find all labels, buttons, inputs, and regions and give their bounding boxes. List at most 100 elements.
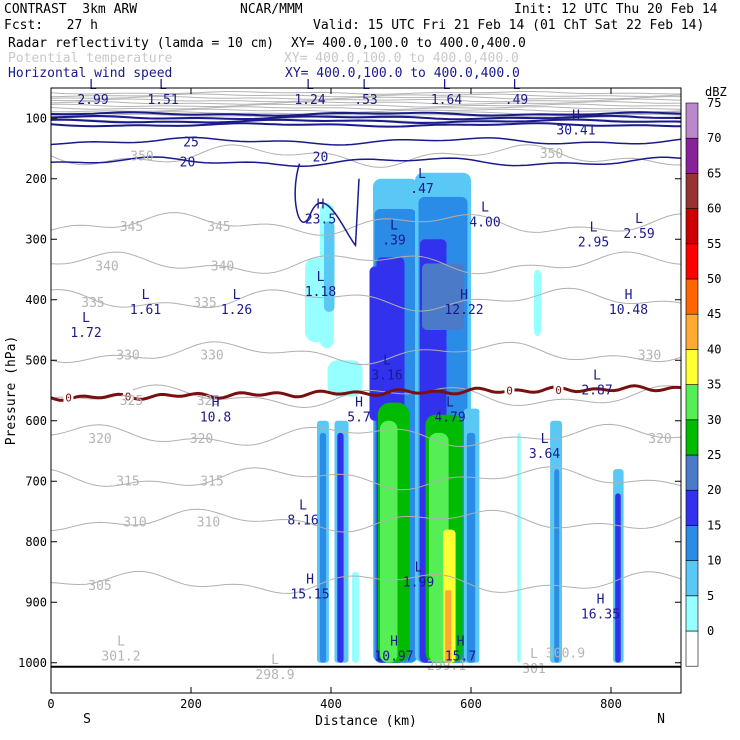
extremum-value: 10.48 xyxy=(609,303,648,318)
colorbar-swatch xyxy=(685,102,699,139)
theta-contour-line xyxy=(51,144,681,168)
plot-frame xyxy=(50,87,682,694)
theta-label: 340 xyxy=(95,259,118,274)
theta-contour-line xyxy=(51,423,681,447)
theta-contour-line xyxy=(51,96,681,100)
colorbar-label: 20 xyxy=(707,483,721,497)
theta-label: 320 xyxy=(190,432,213,447)
colorbar-swatch xyxy=(685,525,699,561)
colorbar-swatch xyxy=(685,560,699,597)
extremum-marker: H xyxy=(390,635,398,650)
reflectivity-cell xyxy=(534,269,541,337)
extremum-value: 298.9 xyxy=(255,668,294,683)
y-tick-label: 800 xyxy=(25,535,47,549)
zero-label-bg xyxy=(504,383,515,396)
x-end-label-south: S xyxy=(83,712,91,727)
y-tick-label: 300 xyxy=(25,232,47,246)
extremum-marker: L xyxy=(593,368,601,383)
theta-contour-line xyxy=(51,108,681,113)
extremum-marker: L xyxy=(306,78,314,93)
extremum-marker: L xyxy=(513,78,521,93)
y-tick-label: 700 xyxy=(25,474,47,488)
colorbar-label: 65 xyxy=(707,166,721,180)
theta-label: 310 xyxy=(123,515,146,530)
reflectivity-cell xyxy=(319,432,327,663)
field-theta-name: Potential temperature xyxy=(8,51,173,66)
extremum-value: 4.00 xyxy=(469,215,500,230)
theta-contour-line xyxy=(51,93,681,98)
extremum-value: 15.15 xyxy=(290,587,329,602)
extremum-marker: L xyxy=(443,78,451,93)
theta-contour-line xyxy=(51,466,681,491)
theta-label: 335 xyxy=(193,296,216,311)
reflectivity-shading xyxy=(305,172,624,663)
reflectivity-cell xyxy=(380,420,398,663)
extremum-marker: L xyxy=(481,200,489,215)
wind-contour-line xyxy=(294,163,360,248)
extremum-value: 5.7 xyxy=(347,411,370,426)
colorbar-swatch xyxy=(685,630,699,667)
colorbar-label: 35 xyxy=(707,378,721,392)
extremum-marker: H xyxy=(572,108,580,123)
extremum-value: .53 xyxy=(354,93,377,108)
theta-label: 325 xyxy=(120,394,143,409)
theta-label: 330 xyxy=(116,348,139,363)
reflectivity-cell xyxy=(369,266,387,421)
extremum-value: 8.16 xyxy=(287,514,318,529)
theta-label: 330 xyxy=(200,348,223,363)
wind-contour-line xyxy=(51,114,681,121)
zero-line-label: 0 xyxy=(65,391,72,404)
y-axis-label: Pressure (hPa) xyxy=(4,336,19,446)
wind-contour-line xyxy=(51,111,681,117)
reflectivity-cell xyxy=(554,469,560,663)
extremum-marker: H xyxy=(625,288,633,303)
extremum-value: 4.79 xyxy=(434,411,465,426)
extremum-marker: L xyxy=(142,288,150,303)
extremum-marker: H xyxy=(355,396,363,411)
extremum-value: 301.2 xyxy=(101,650,140,665)
extremum-marker: H xyxy=(212,396,220,411)
extremum-value: 2.99 xyxy=(77,93,108,108)
colorbar-label: 45 xyxy=(707,307,721,321)
extremum-value: .47 xyxy=(410,182,433,197)
y-tick-label: 500 xyxy=(25,353,47,367)
colorbar-label: 25 xyxy=(707,448,721,462)
colorbar-swatch xyxy=(685,489,699,526)
x-axis-label: Distance (km) xyxy=(315,714,417,729)
theta-contour-line xyxy=(51,251,681,275)
extremum-marker: H xyxy=(457,635,465,650)
colorbar-label: 60 xyxy=(707,202,721,216)
x-end-label-north: N xyxy=(657,712,665,727)
extremum-marker: L xyxy=(89,78,97,93)
theta-label: 305 xyxy=(88,579,111,594)
extremum-value: 2.95 xyxy=(578,235,609,250)
reflectivity-cell xyxy=(466,432,476,663)
theta-label: 350 xyxy=(130,149,153,164)
wind-contour-line xyxy=(51,118,681,125)
theta-contour-line xyxy=(51,341,681,366)
zero-label-bg xyxy=(123,389,133,402)
extremum-marker: L xyxy=(233,288,241,303)
extremum-value: 3.16 xyxy=(371,368,402,383)
extremum-marker: H xyxy=(460,288,468,303)
reflectivity-cell xyxy=(517,432,521,663)
theta-label: 300.9 xyxy=(546,647,585,662)
wind-label: 20 xyxy=(180,155,196,170)
theta-label: 320 xyxy=(88,432,111,447)
colorbar-label: 10 xyxy=(707,554,721,568)
extremum-value: 15.7 xyxy=(445,650,476,665)
wind-contour-line xyxy=(51,136,681,146)
extremum-marker: L xyxy=(635,212,643,227)
theta-contours xyxy=(51,91,681,594)
extremum-marker: L xyxy=(117,635,125,650)
reflectivity-cell xyxy=(445,590,452,663)
extremum-value: 1.26 xyxy=(221,303,252,318)
extremum-value: 16.35 xyxy=(581,607,620,622)
extremum-marker: L xyxy=(418,167,426,182)
colorbar-label: 55 xyxy=(707,237,721,251)
theta-contour-line xyxy=(51,570,681,594)
extremum-marker: L xyxy=(541,432,549,447)
theta-contour-line xyxy=(51,287,681,312)
extremum-marker: H xyxy=(597,592,605,607)
y-tick-label: 1000 xyxy=(18,656,47,670)
